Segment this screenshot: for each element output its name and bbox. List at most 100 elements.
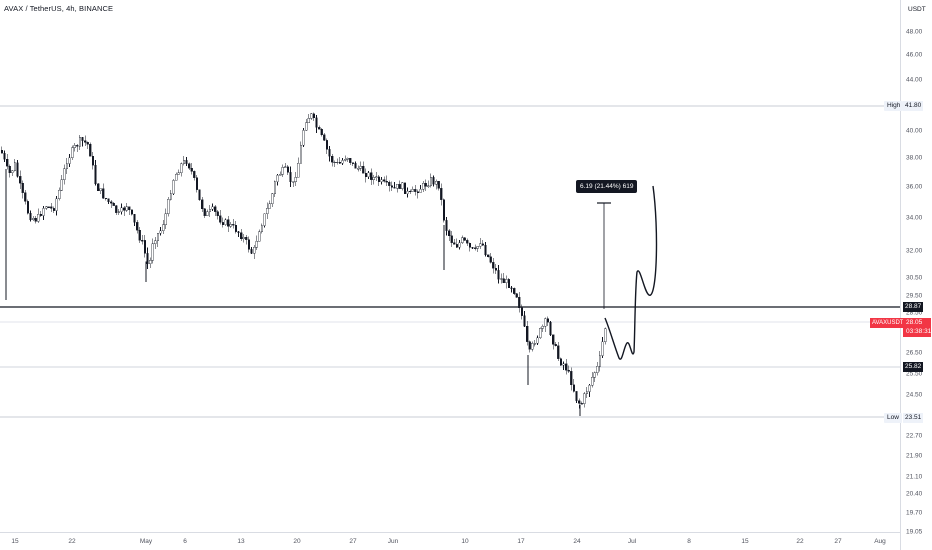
candlestick-series [0,112,607,416]
currency-label[interactable]: USDT [908,6,926,13]
candle-body [11,170,14,174]
candle-body [310,113,313,119]
candle-body [271,193,274,205]
price-tick: 46.00 [906,51,923,59]
candle-body [252,246,256,254]
candle-body [281,167,284,175]
candle-body [245,236,248,240]
candle-body [47,206,50,208]
time-tick: 20 [293,538,301,545]
candle-body [143,240,146,254]
candle-body [242,236,245,240]
high-tag: High [884,101,904,111]
candle-body [346,157,349,160]
candle-body [419,188,422,194]
candle-body [375,176,378,178]
time-tick: 10 [461,538,469,545]
candle-body [585,391,588,394]
candle-body [546,318,549,323]
candle-body [185,160,188,164]
candle-body [42,208,45,216]
candle-body [34,217,37,222]
candle-body [393,187,396,189]
candle-body [159,230,162,234]
candle-body [367,172,370,178]
candle-body [21,182,24,193]
time-tick: 22 [68,538,76,545]
candle-body [151,243,154,261]
candle-body [193,171,196,178]
price-tick: 25.50 [906,370,923,378]
candle-body [224,219,227,226]
candle-body [26,201,29,214]
candle-body [572,384,575,392]
price-chart[interactable] [0,0,900,532]
candle-body [328,149,331,157]
candle-body [60,179,63,191]
candle-body [453,242,456,245]
candle-body [16,162,19,177]
price-tick: 24.50 [906,391,923,399]
candle-body [292,181,295,183]
candle-body [442,199,445,221]
chart-area[interactable]: AVAX / TetherUS, 4h, BINANCE 6.19 (21.44… [0,0,900,532]
candle-body [583,393,586,404]
candle-body [320,128,323,135]
candle-body [424,182,427,187]
candle-body [455,244,458,248]
candle-body [513,288,516,294]
time-tick: 27 [349,538,357,545]
candle-body [273,181,276,195]
candle-body [104,197,107,200]
high-value: 41.80 [903,101,924,111]
candle-body [531,343,534,350]
candle-body [284,166,287,168]
time-tick: 24 [573,538,581,545]
price-tick: 28.50 [906,309,923,317]
candle-body [318,127,321,130]
candle-body [305,122,308,131]
candle-body [357,168,360,170]
resistance-price-label: 28.87 [903,302,924,312]
candle-body [50,206,53,209]
price-axis[interactable] [900,0,932,550]
time-axis[interactable] [0,532,900,550]
projection-path[interactable] [604,185,658,360]
candle-body [122,207,126,211]
candle-body [549,321,552,336]
candle-body [187,163,191,169]
candle-body [565,363,568,371]
candle-body [141,240,144,242]
measure-tool[interactable] [597,202,611,309]
candle-body [331,155,334,163]
candle-body [297,162,300,178]
candle-body [0,149,3,154]
candle-body [286,166,289,173]
candle-body [323,134,326,141]
candle-body [344,159,347,161]
candle-body [221,222,224,226]
price-tick: 29.50 [906,292,923,300]
candle-body [13,162,16,171]
candle-body [471,247,474,249]
candle-body [489,256,492,263]
candle-body [289,172,292,183]
candle-body [476,246,479,249]
candle-body [279,174,282,176]
candle-body [78,137,81,147]
candle-body [484,244,487,255]
candle-body [70,147,74,158]
candle-body [539,328,542,338]
candle-body [588,384,591,392]
candle-body [91,155,94,166]
candle-body [211,206,214,210]
candle-body [362,165,365,174]
candle-body [411,189,414,192]
time-tick: Jun [387,538,399,545]
candle-body [596,365,599,373]
candle-body [414,189,417,192]
price-tick: 19.05 [906,528,923,536]
candle-body [73,145,76,148]
candle-body [481,243,484,246]
candle-body [351,162,354,164]
